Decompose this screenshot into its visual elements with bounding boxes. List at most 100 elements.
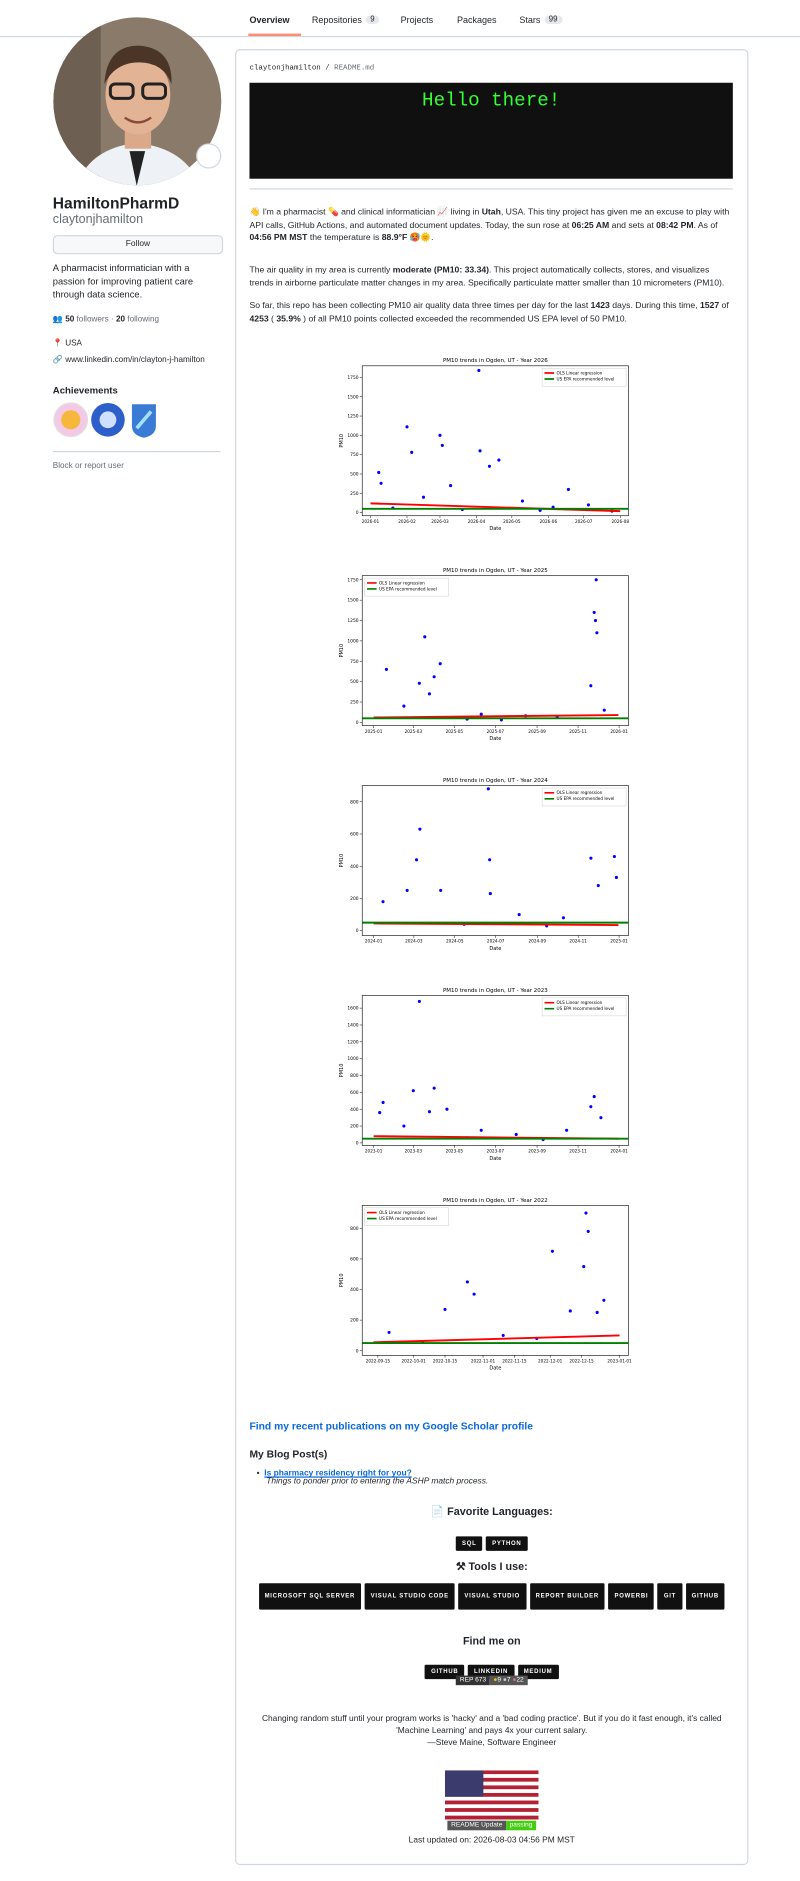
badge[interactable]: MEDIUM bbox=[517, 1664, 559, 1680]
data-point bbox=[582, 1265, 586, 1269]
badge[interactable]: VISUAL STUDIO CODE bbox=[364, 1583, 455, 1610]
data-point bbox=[589, 684, 593, 688]
scholar-link[interactable]: Find my recent publications on my Google… bbox=[249, 1420, 533, 1433]
nav-tab[interactable]: Overview bbox=[249, 14, 289, 25]
legend-label: US EPA recommended level bbox=[557, 1006, 615, 1011]
data-point bbox=[586, 1229, 590, 1233]
follow-button[interactable]: Follow bbox=[52, 235, 224, 255]
text-run: the temperature is bbox=[307, 231, 382, 243]
location-text: USA bbox=[65, 339, 82, 348]
x-tick-label: 2025-07 bbox=[487, 729, 505, 734]
badge[interactable]: GIT bbox=[657, 1583, 683, 1610]
data-point bbox=[612, 854, 616, 859]
data-point bbox=[561, 916, 565, 920]
regression-line bbox=[373, 1334, 620, 1344]
nav-tab[interactable]: Repositories 9 bbox=[312, 14, 380, 25]
x-tick-label: 2026-01 bbox=[362, 519, 380, 524]
x-tick-label: 2022-12-01 bbox=[538, 1359, 563, 1364]
data-point bbox=[486, 787, 490, 791]
badge[interactable]: MICROSOFT SQL SERVER bbox=[258, 1583, 362, 1610]
nav-tab[interactable]: Stars 99 bbox=[519, 14, 563, 26]
data-point bbox=[596, 883, 600, 888]
text-run: 35.9% bbox=[276, 312, 301, 324]
text-run: 1527 bbox=[699, 299, 720, 311]
website-link[interactable]: www.linkedin.com/in/clayton-j-hamilton bbox=[65, 356, 205, 365]
data-point bbox=[595, 1310, 599, 1315]
paragraph: 👋 I'm a pharmacist 💊 and clinical inform… bbox=[249, 206, 734, 244]
data-point bbox=[439, 888, 443, 892]
data-point bbox=[432, 675, 436, 679]
nav-tab[interactable]: Packages bbox=[457, 14, 497, 25]
x-tick-label: 2023-01-01 bbox=[607, 1359, 632, 1364]
x-axis-label: Date bbox=[489, 736, 501, 742]
data-point bbox=[592, 610, 596, 614]
languages-heading: 📄 Favorite Languages: bbox=[430, 1505, 553, 1518]
following-count[interactable]: 20 bbox=[115, 315, 126, 324]
x-tick-label: 2026-07 bbox=[575, 519, 593, 524]
legend-box bbox=[541, 367, 627, 387]
badge[interactable]: PYTHON bbox=[486, 1536, 528, 1551]
following-label[interactable]: following bbox=[127, 315, 160, 324]
text-run: 4253 bbox=[249, 312, 269, 324]
x-tick-label: 2022-11-01 bbox=[471, 1359, 496, 1364]
y-tick-label: 1000 bbox=[347, 1056, 358, 1062]
followers-count[interactable]: 50 bbox=[65, 315, 75, 324]
blog-title[interactable]: Is pharmacy residency right for you? bbox=[264, 1469, 412, 1478]
badge[interactable]: VISUAL STUDIO bbox=[458, 1583, 526, 1610]
regression-line bbox=[370, 502, 621, 513]
owner[interactable]: claytonjhamilton bbox=[249, 63, 321, 72]
y-tick-label: 200 bbox=[350, 1124, 359, 1130]
legend-label: US EPA recommended level bbox=[379, 586, 437, 591]
x-tick-label: 2026-01 bbox=[610, 729, 628, 734]
data-point bbox=[417, 681, 421, 685]
data-point bbox=[550, 1249, 554, 1253]
badge[interactable]: GITHUB bbox=[685, 1583, 725, 1610]
tab-label: Packages bbox=[456, 14, 497, 26]
x-tick-label: 2022-09-15 bbox=[366, 1359, 391, 1364]
chart-title: PM10 trends in Ogden, UT - Year 2026 bbox=[443, 358, 548, 364]
find-heading: Find me on bbox=[462, 1634, 521, 1647]
x-tick-label: 2023-05 bbox=[446, 1149, 464, 1154]
y-tick-label: 1200 bbox=[347, 1039, 358, 1045]
plot-frame bbox=[361, 785, 629, 936]
languages: SQL PYTHON bbox=[249, 1529, 734, 1551]
divider bbox=[52, 450, 221, 453]
tab-label: Projects bbox=[400, 14, 434, 26]
data-point bbox=[410, 450, 414, 454]
data-point bbox=[405, 888, 409, 892]
data-point bbox=[589, 856, 593, 860]
data-point bbox=[417, 999, 421, 1003]
nav-tab[interactable]: Projects bbox=[401, 14, 433, 25]
data-point bbox=[565, 1128, 569, 1132]
text-run: So far, this repo has been collecting PM… bbox=[249, 299, 591, 311]
badge[interactable]: REPORT BUILDER bbox=[529, 1583, 605, 1610]
data-point bbox=[379, 481, 383, 485]
badge[interactable]: LINKEDIN bbox=[468, 1664, 515, 1680]
tab-underline bbox=[248, 33, 302, 36]
y-tick-label: 800 bbox=[350, 1226, 359, 1232]
y-tick-label: 600 bbox=[350, 832, 359, 838]
x-tick-label: 2023-01 bbox=[365, 1149, 383, 1154]
badge[interactable]: SQL bbox=[456, 1536, 483, 1551]
plot-frame bbox=[361, 1205, 629, 1356]
block-link[interactable]: Block or report user bbox=[52, 461, 124, 471]
x-tick-label: 2025-01 bbox=[610, 939, 628, 944]
badge[interactable]: GITHUB bbox=[425, 1664, 465, 1680]
workflow-status: passing bbox=[506, 1820, 536, 1831]
workflow-label: README Update bbox=[447, 1820, 507, 1831]
so-badge[interactable]: REP 673 ●9 ●7 ●22 bbox=[249, 1675, 734, 1686]
workflow-badge[interactable]: README Update passing bbox=[249, 1820, 734, 1831]
legend-label: US EPA recommended level bbox=[379, 1216, 437, 1221]
followers-label[interactable]: followers bbox=[76, 315, 109, 324]
y-tick-label: 200 bbox=[350, 1318, 359, 1324]
x-axis-label: Date bbox=[489, 1156, 501, 1162]
data-point bbox=[449, 484, 453, 488]
data-point bbox=[478, 449, 482, 453]
tab-label: Stars bbox=[519, 14, 541, 26]
x-tick-label: 2026-06 bbox=[540, 519, 558, 524]
badge[interactable]: POWERBI bbox=[608, 1583, 655, 1610]
profile-name: HamiltonPharmD bbox=[52, 194, 180, 213]
tab-count: 9 bbox=[365, 15, 380, 24]
so-rep: 673 bbox=[475, 1676, 487, 1684]
